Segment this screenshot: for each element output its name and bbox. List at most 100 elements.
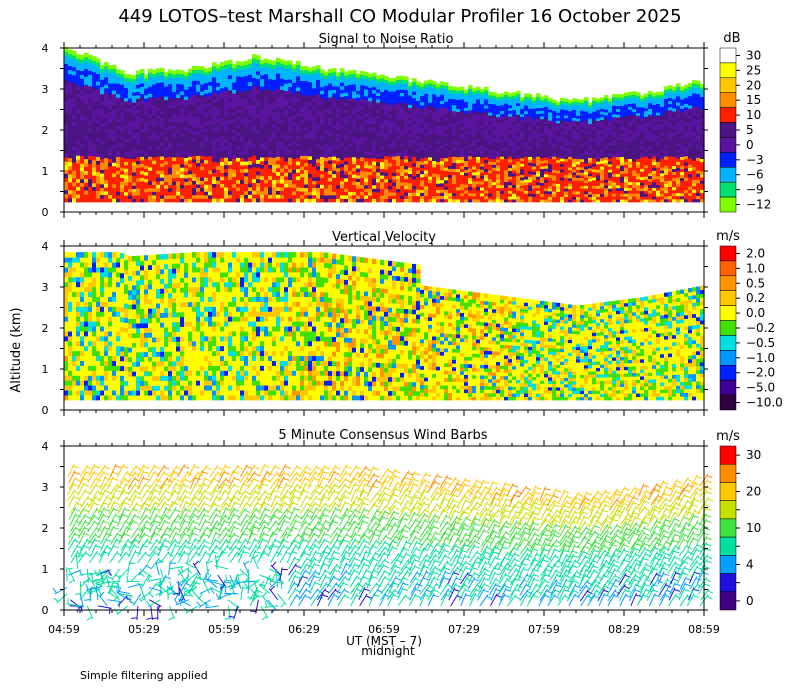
snr-cell [436, 167, 441, 172]
snr-cell [528, 113, 533, 118]
snr-cell [484, 126, 489, 130]
snr-cell [576, 134, 581, 138]
snr-cell [340, 103, 345, 108]
snr-cell [528, 198, 533, 203]
snr-cell [76, 120, 81, 125]
snr-cell [420, 176, 425, 181]
snr-cell [72, 50, 77, 56]
snr-cell [88, 120, 93, 126]
snr-cell [500, 116, 505, 120]
snr-cell [504, 132, 509, 136]
snr-cell [68, 65, 73, 71]
snr-cell [340, 198, 345, 203]
snr-cell [324, 157, 329, 162]
snr-cell [284, 138, 289, 144]
snr-cell [512, 112, 517, 116]
snr-cell [76, 65, 81, 71]
snr-cell [240, 198, 245, 203]
snr-cell [224, 64, 229, 69]
snr-cell [212, 168, 217, 173]
snr-cell [500, 150, 505, 154]
snr-cell [180, 198, 185, 203]
snr-cell [456, 180, 461, 185]
snr-cell [448, 156, 453, 160]
snr-cell [572, 117, 577, 121]
snr-cell [248, 141, 253, 147]
snr-cell [144, 164, 149, 169]
snr-cell [348, 156, 353, 161]
snr-cell [108, 162, 113, 167]
snr-cell [100, 100, 105, 106]
snr-cell [488, 138, 493, 142]
snr-cell [360, 187, 365, 193]
snr-cell [220, 164, 225, 170]
snr-cell [72, 58, 77, 64]
snr-cell [420, 120, 425, 125]
snr-cell [452, 101, 457, 106]
snr-cell [460, 177, 465, 182]
snr-cell [356, 161, 361, 166]
snr-cell [116, 72, 121, 77]
snr-cell [576, 117, 581, 122]
snr-cell [404, 145, 409, 150]
snr-cell [320, 177, 325, 182]
snr-cell [148, 138, 153, 143]
snr-cell [336, 171, 341, 176]
snr-cell [108, 180, 113, 185]
snr-cell [128, 97, 133, 102]
snr-cell [460, 123, 465, 127]
snr-cell [368, 164, 373, 169]
snr-cell [416, 122, 421, 127]
snr-cell [348, 174, 353, 179]
snr-cell [80, 105, 85, 110]
snr-cell [264, 156, 269, 161]
snr-cell [576, 158, 581, 162]
snr-cell [560, 125, 565, 129]
snr-cell [464, 192, 469, 197]
snr-cell [436, 111, 441, 116]
snr-cell [208, 138, 213, 143]
snr-cell [140, 96, 145, 102]
snr-cell [460, 104, 465, 109]
snr-cell [296, 83, 301, 88]
snr-cell [412, 156, 417, 161]
snr-cell [564, 199, 569, 203]
snr-cell [564, 133, 569, 138]
snr-cell [380, 128, 385, 133]
snr-cell [88, 112, 93, 118]
snr-cell [68, 145, 73, 151]
snr-cell [440, 170, 445, 174]
snr-cell [336, 130, 341, 135]
snr-cell [248, 171, 253, 177]
snr-cell [304, 194, 309, 199]
snr-cell [420, 108, 425, 112]
snr-cell [316, 111, 321, 117]
snr-cell [68, 89, 73, 95]
snr-cell [168, 83, 173, 88]
snr-cell [328, 198, 333, 203]
snr-cell [72, 130, 77, 135]
snr-cell [176, 160, 181, 165]
snr-cell [340, 194, 345, 199]
snr-cell [340, 71, 345, 76]
snr-cell [536, 110, 541, 114]
snr-cell [136, 167, 141, 172]
snr-cell [512, 170, 517, 174]
snr-cell [360, 88, 365, 93]
snr-cell [496, 150, 501, 155]
snr-cell [168, 156, 173, 161]
snr-cell [512, 109, 517, 114]
snr-cell [316, 169, 321, 174]
snr-cell [228, 164, 233, 169]
snr-cell [544, 168, 549, 172]
snr-cell [468, 183, 473, 188]
snr-cell [196, 158, 201, 164]
snr-cell [308, 131, 313, 136]
snr-cell [304, 133, 309, 139]
snr-cell [312, 112, 317, 117]
snr-cell [256, 66, 261, 72]
snr-cell [440, 113, 445, 117]
snr-cell [376, 155, 381, 160]
snr-cell [132, 85, 137, 90]
snr-cell [568, 102, 573, 106]
